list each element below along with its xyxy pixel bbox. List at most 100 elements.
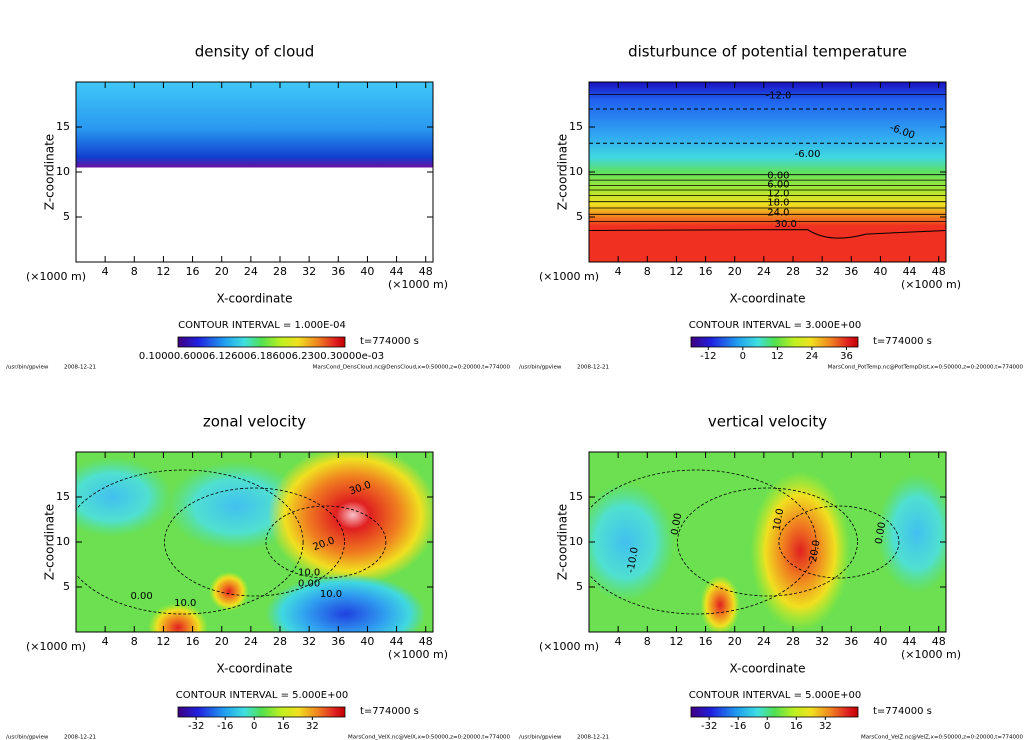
y-tick-label: 5 — [576, 580, 583, 593]
field-blob — [267, 452, 433, 585]
time-label: t=774000 s — [873, 336, 932, 347]
x-tick-label: 40 — [873, 635, 887, 648]
contour-line — [677, 487, 858, 597]
y-tick-label: 10 — [56, 535, 70, 548]
footer-source: MarsCond_DensCloud.nc@DensCloud,x=0:5000… — [313, 365, 511, 371]
contour-interval: CONTOUR INTERVAL = 1.000E-04 — [178, 320, 346, 331]
x-tick-label: 36 — [844, 265, 858, 278]
y-tick-label: 10 — [569, 165, 583, 178]
x-unit: (×1000 m) — [388, 648, 448, 661]
contour-label: 24.0 — [767, 208, 789, 219]
field-blob — [76, 457, 173, 537]
colorbar-tick-label: 0.10000.60006.126006.186006.2300.30000e-… — [139, 351, 384, 362]
x-tick-label: 12 — [669, 265, 683, 278]
field — [589, 82, 946, 262]
chart-title: density of cloud — [195, 43, 315, 61]
colorbar-tick-label: -12 — [700, 351, 716, 362]
y-axis-title: Z-coordinate — [43, 504, 57, 580]
field-blob — [750, 471, 851, 631]
y-tick-label: 15 — [569, 490, 583, 503]
y-tick-label: 15 — [569, 120, 583, 133]
x-tick-label: 24 — [757, 265, 771, 278]
field-blob — [700, 575, 741, 632]
contour-label: 0.00 — [130, 591, 152, 602]
footer-program: /usr/bin/gpview — [519, 365, 562, 371]
contour-label: 10.0 — [320, 589, 342, 600]
x-tick-label: 16 — [186, 635, 200, 648]
x-tick-label: 44 — [390, 265, 404, 278]
x-tick-label: 20 — [215, 265, 229, 278]
chart-title: zonal velocity — [203, 413, 306, 431]
x-unit: (×1000 m) — [539, 270, 599, 283]
contour-label: -12.0 — [765, 91, 791, 102]
footer-source: MarsCond_PotTemp.nc@PotTempDist,x=0:5000… — [828, 365, 1024, 371]
x-tick-label: 20 — [215, 635, 229, 648]
x-tick-label: 4 — [102, 635, 109, 648]
panel — [589, 82, 946, 262]
colorbar-tick-label: -16 — [730, 721, 746, 732]
x-tick-label: 16 — [186, 265, 200, 278]
x-tick-label: 20 — [728, 635, 742, 648]
contour-line — [589, 229, 946, 239]
contour-label: 0.00 — [874, 521, 889, 545]
x-tick-label: 16 — [699, 635, 713, 648]
field-blob — [876, 473, 946, 593]
footer-date: 2008-12-21 — [64, 365, 96, 371]
y-axis-title: Z-coordinate — [556, 134, 570, 210]
field-blob — [589, 482, 676, 602]
x-tick-label: 24 — [244, 265, 258, 278]
colorbar — [177, 706, 346, 718]
y-axis-title: Z-coordinate — [43, 134, 57, 210]
y-tick-label: 5 — [576, 210, 583, 223]
x-axis-title: X-coordinate — [217, 662, 293, 676]
contour-line — [76, 469, 304, 615]
footer-date: 2008-12-21 — [577, 365, 609, 371]
x-tick-label: 4 — [102, 265, 109, 278]
contour-label: 0.00 — [767, 171, 789, 182]
colorbar-tick-label: 16 — [277, 721, 290, 732]
field-blob — [209, 571, 249, 612]
x-tick-label: 20 — [728, 265, 742, 278]
x-tick-label: 44 — [903, 265, 917, 278]
x-tick-label: 12 — [669, 635, 683, 648]
x-tick-label: 36 — [844, 635, 858, 648]
time-label: t=774000 s — [360, 336, 419, 347]
x-tick-label: 28 — [273, 265, 287, 278]
contour-label: 0.00 — [298, 578, 320, 589]
x-tick-label: 40 — [360, 635, 374, 648]
contour-label: 6.00 — [767, 180, 789, 191]
x-tick-label: 28 — [786, 635, 800, 648]
field — [76, 82, 433, 168]
x-tick-label: 32 — [815, 265, 829, 278]
contour-label: -10.0 — [626, 546, 641, 573]
colorbar-tick-label: -16 — [217, 721, 233, 732]
panel — [589, 452, 946, 632]
x-tick-label: 32 — [302, 635, 316, 648]
contour-label: 10.0 — [772, 508, 787, 532]
x-tick-label: 16 — [699, 265, 713, 278]
y-tick-label: 15 — [56, 490, 70, 503]
footer-program: /usr/bin/gpview — [6, 735, 49, 740]
x-tick-label: 32 — [302, 265, 316, 278]
colorbar-tick-label: 32 — [306, 721, 319, 732]
x-unit: (×1000 m) — [901, 278, 961, 291]
chart-title: disturbunce of potential temperature — [628, 43, 907, 61]
x-axis-title: X-coordinate — [730, 292, 806, 306]
x-tick-label: 24 — [757, 635, 771, 648]
contour-label: -6.00 — [795, 149, 821, 160]
contour-label: 0.00 — [670, 512, 685, 536]
x-tick-label: 44 — [390, 635, 404, 648]
field-blob — [148, 602, 208, 632]
colorbar-tick-label: 0 — [740, 351, 746, 362]
y-tick-label: 15 — [56, 120, 70, 133]
contour-label: 12.0 — [767, 189, 789, 200]
contour-interval: CONTOUR INTERVAL = 3.000E+00 — [689, 320, 861, 331]
x-tick-label: 4 — [615, 635, 622, 648]
colorbar — [177, 336, 346, 348]
contour-interval: CONTOUR INTERVAL = 5.000E+00 — [176, 690, 348, 701]
contour-line — [589, 469, 817, 615]
contour-label: 18.0 — [767, 198, 789, 209]
contour-label: 20.0 — [808, 539, 823, 563]
